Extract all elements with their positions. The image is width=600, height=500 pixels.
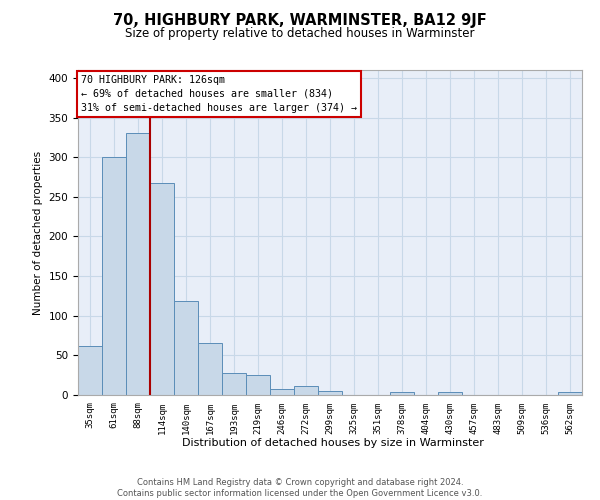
- Text: Distribution of detached houses by size in Warminster: Distribution of detached houses by size …: [182, 438, 484, 448]
- Bar: [78, 346, 102, 395]
- Bar: [174, 302, 198, 395]
- Text: Size of property relative to detached houses in Warminster: Size of property relative to detached ho…: [125, 28, 475, 40]
- Bar: [438, 392, 462, 395]
- Bar: [558, 392, 582, 395]
- Bar: [294, 386, 318, 395]
- Y-axis label: Number of detached properties: Number of detached properties: [33, 150, 43, 314]
- Text: Contains HM Land Registry data © Crown copyright and database right 2024.
Contai: Contains HM Land Registry data © Crown c…: [118, 478, 482, 498]
- Bar: [318, 391, 342, 395]
- Bar: [390, 392, 414, 395]
- Bar: [246, 375, 270, 395]
- Bar: [102, 157, 126, 395]
- Bar: [150, 182, 174, 395]
- Text: 70 HIGHBURY PARK: 126sqm
← 69% of detached houses are smaller (834)
31% of semi-: 70 HIGHBURY PARK: 126sqm ← 69% of detach…: [80, 75, 356, 113]
- Bar: [270, 388, 294, 395]
- Text: 70, HIGHBURY PARK, WARMINSTER, BA12 9JF: 70, HIGHBURY PARK, WARMINSTER, BA12 9JF: [113, 12, 487, 28]
- Bar: [126, 134, 150, 395]
- Bar: [222, 373, 246, 395]
- Bar: [198, 344, 222, 395]
